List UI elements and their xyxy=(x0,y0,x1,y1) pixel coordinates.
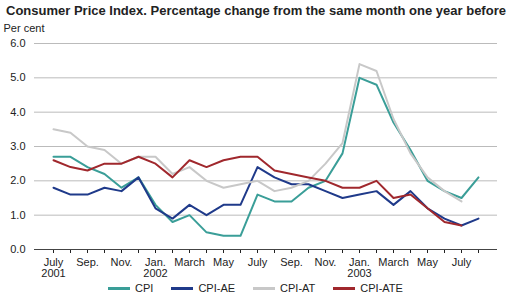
svg-text:3.0: 3.0 xyxy=(10,140,25,152)
svg-text:July2001: July2001 xyxy=(41,256,65,279)
svg-text:March: March xyxy=(378,256,409,268)
svg-text:Nov.: Nov. xyxy=(111,256,133,268)
svg-text:Jan.2002: Jan.2002 xyxy=(143,256,167,279)
svg-text:Per cent: Per cent xyxy=(4,22,45,34)
html-text:CPI: CPI xyxy=(135,282,154,294)
svg-text:Sep.: Sep. xyxy=(76,256,99,268)
svg-text:6.0: 6.0 xyxy=(10,37,25,49)
html-text:CPI-AT: CPI-AT xyxy=(280,282,316,294)
svg-text:Sep.: Sep. xyxy=(280,256,303,268)
svg-text:July: July xyxy=(248,256,268,268)
svg-text:1.0: 1.0 xyxy=(10,209,25,221)
svg-text:May: May xyxy=(213,256,234,268)
svg-text:Nov.: Nov. xyxy=(315,256,337,268)
svg-text:5.0: 5.0 xyxy=(10,71,25,83)
svg-text:0.0: 0.0 xyxy=(10,243,25,255)
svg-text:July: July xyxy=(452,256,472,268)
svg-text:4.0: 4.0 xyxy=(10,106,25,118)
html-text:CPI-ATE: CPI-ATE xyxy=(360,282,403,294)
svg-text:May: May xyxy=(417,256,438,268)
svg-text:March: March xyxy=(174,256,205,268)
svg-text:Jan.2003: Jan.2003 xyxy=(347,256,371,279)
html-text:CPI-AE: CPI-AE xyxy=(198,282,236,294)
html-text:Consumer Price Index. Percenta: Consumer Price Index. Percentage change … xyxy=(6,3,506,18)
svg-text:2.0: 2.0 xyxy=(10,174,25,186)
